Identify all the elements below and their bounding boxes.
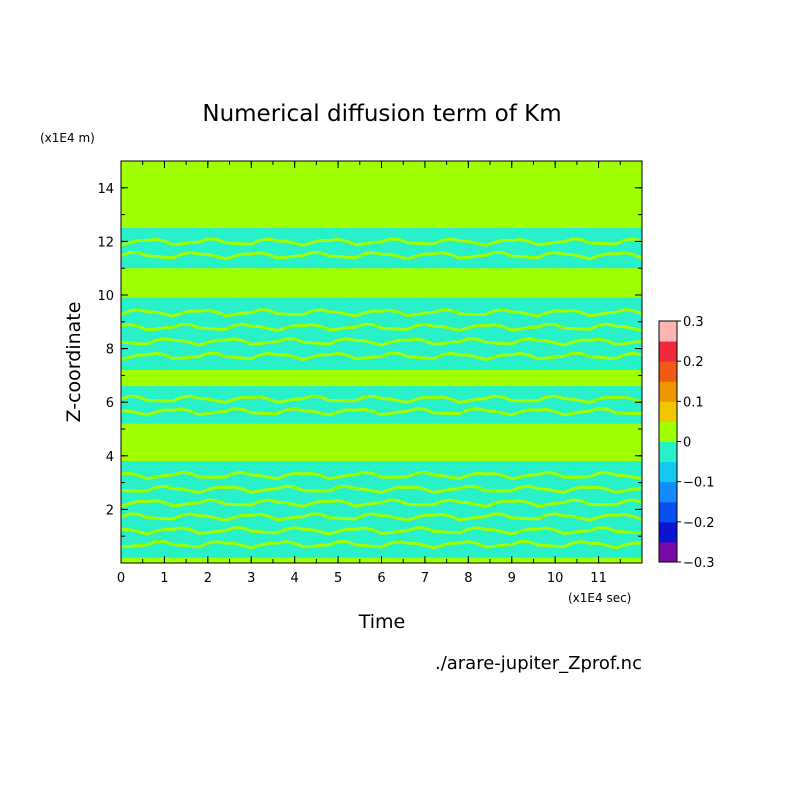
field-stripe: [121, 308, 642, 318]
colorbar-segment: [659, 521, 677, 543]
y-tick-label: 14: [97, 182, 114, 197]
field-band: [121, 297, 642, 371]
chart-title: Numerical diffusion term of Km: [202, 101, 561, 127]
y-axis: 2 4 6 8 10 12 14: [97, 160, 642, 564]
field-stripe: [121, 470, 642, 481]
y-tick-label: 12: [97, 235, 114, 250]
field-stripe: [121, 322, 642, 333]
x-tick-label: 3: [247, 571, 255, 586]
colorbar-tick-label: 0.3: [683, 315, 704, 330]
colorbar-tick-label: −0.1: [683, 476, 715, 491]
colorbar-tick-label: 0.2: [683, 355, 704, 370]
colorbar-segment: [659, 381, 677, 402]
colorbar-tick-label: −0.3: [683, 556, 715, 571]
colorbar-segment: [659, 481, 677, 503]
plot-area: [120, 160, 643, 564]
x-tick-label: 8: [464, 571, 472, 586]
y-tick-label: 4: [106, 450, 114, 465]
colorbar-tick-label: 0.1: [683, 395, 704, 410]
x-tick-label: 7: [421, 571, 429, 586]
colorbar-segment: [659, 401, 677, 422]
x-tick-label: 1: [160, 571, 168, 586]
field-stripe: [121, 407, 642, 417]
colorbar-segment: [659, 421, 677, 442]
x-tick-label: 9: [508, 571, 516, 586]
field-stripe: [121, 237, 642, 247]
field-band: [121, 461, 642, 558]
field-band-area: [121, 386, 642, 424]
field-stripe: [121, 526, 642, 536]
y-tick-label: 6: [106, 396, 114, 411]
x-tick-label: 2: [204, 571, 212, 586]
colorbar-segment: [659, 341, 677, 362]
y-tick-label: 8: [106, 343, 114, 358]
x-axis-title: Time: [358, 611, 406, 633]
colorbar-tick-label: 0: [683, 436, 691, 451]
colorbar-tick-label: −0.2: [683, 516, 715, 531]
x-tick-label: 10: [547, 571, 564, 586]
x-tick-label: 11: [590, 571, 607, 586]
x-tick-label: 5: [334, 571, 342, 586]
y-tick-label: 10: [97, 289, 114, 304]
field-stripe: [121, 498, 642, 508]
colorbar-segment: [659, 461, 677, 483]
x-unit-label: (x1E4 sec): [568, 591, 631, 605]
colorbar-segment: [659, 441, 677, 463]
field-stripe: [121, 337, 642, 347]
field-stripe: [121, 394, 642, 405]
colorbar-segment: [659, 361, 677, 382]
field-stripe: [121, 484, 642, 495]
source-file-label: ./arare-jupiter_Zprof.nc: [435, 653, 642, 674]
colorbar-segment: [659, 321, 677, 342]
field-stripe: [121, 539, 642, 550]
field-bands: [121, 228, 642, 558]
colorbar-segment: [659, 541, 677, 563]
field-stripe: [121, 512, 642, 522]
colorbar: 0.3 0.2 0.1 0 −0.1 −0.2 −0.3: [658, 315, 715, 571]
field-band: [121, 228, 642, 269]
field-band-area: [121, 297, 642, 371]
field-stripe: [121, 351, 642, 362]
field-band: [121, 386, 642, 424]
x-tick-label: 4: [291, 571, 299, 586]
x-tick-label: 6: [377, 571, 385, 586]
y-tick-label: 2: [106, 503, 114, 518]
field-stripe: [121, 250, 642, 261]
x-axis: 0 1 2 3 4 5 6 7 8 9 10 11: [117, 161, 643, 586]
y-axis-title: Z-coordinate: [63, 302, 85, 423]
y-unit-label: (x1E4 m): [40, 131, 95, 145]
x-tick-label: 0: [117, 571, 125, 586]
colorbar-segment: [659, 501, 677, 523]
field-band-area: [121, 228, 642, 269]
